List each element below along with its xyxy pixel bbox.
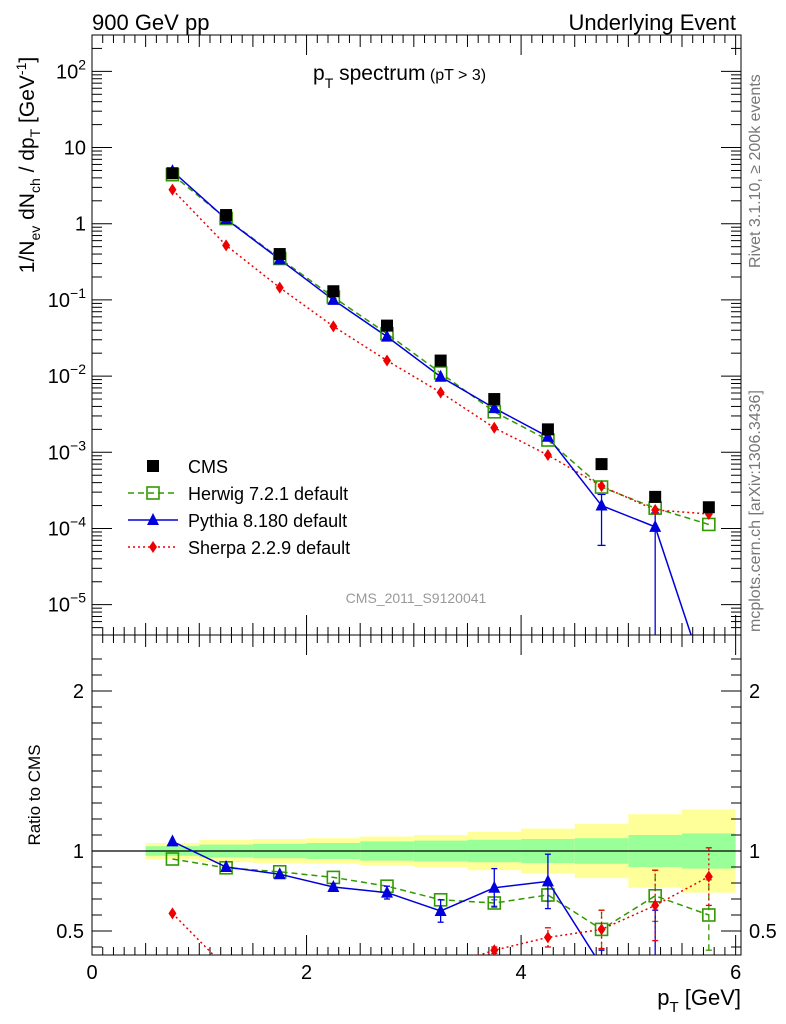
ratio-y-tick-label-right: 1 [749, 841, 760, 863]
x-tick-label: 2 [301, 962, 312, 984]
ratio-series [165, 834, 716, 955]
x-axis-label: pT [GeV] [657, 985, 741, 1016]
ratio-y-tick-label-right: 0.5 [749, 921, 777, 943]
ratio-point-pythia [434, 904, 447, 916]
ratio-point-herwig [702, 908, 716, 922]
ratio-point-sherpa [597, 923, 606, 936]
legend: CMS Herwig 7.2.1 default Pythia 8.180 defa… [128, 457, 350, 558]
data-point-cms [220, 209, 233, 222]
y-tick-label: 1 [75, 214, 86, 236]
data-point-sherpa [275, 281, 284, 294]
data-point-pythia [488, 401, 501, 414]
legend-label-cms: CMS [188, 457, 228, 477]
ratio-point-pythia [166, 834, 179, 847]
ratio-line-sherpa [171, 875, 710, 955]
data-point-sherpa [651, 503, 660, 516]
ratio-frame [91, 634, 742, 956]
series-line-pythia [171, 170, 692, 635]
legend-marker-herwig [146, 486, 160, 500]
ratio-point-herwig [165, 852, 180, 866]
data-point-cms [702, 501, 715, 514]
data-point-pythia [595, 498, 608, 511]
main-y-axis-label: 1/Nev dNch / dpT [GeV-1] [13, 57, 43, 273]
y-tick-label: 10−1 [48, 285, 86, 312]
mcplots-reference-label: mcplots.cern.ch [arXiv:1306.3436] [747, 390, 764, 632]
data-point-sherpa [222, 239, 231, 252]
ratio-point-pythia [381, 885, 393, 898]
ratio-line-pythia [172, 840, 596, 955]
legend-label-sherpa: Sherpa 2.2.9 default [188, 538, 350, 558]
data-point-sherpa [490, 421, 499, 434]
legend-marker-sherpa [149, 541, 157, 553]
ratio-point-sherpa [543, 931, 552, 944]
ratio-point-pythia [488, 880, 501, 893]
data-point-cms [166, 167, 179, 180]
data-point-sherpa [436, 386, 445, 399]
legend-label-herwig: Herwig 7.2.1 default [188, 484, 348, 504]
data-point-cms [434, 354, 447, 367]
ratio-point-pythia [327, 880, 340, 892]
ratio-y-axis-label: Ratio to CMS [25, 744, 44, 845]
data-point-pythia [327, 292, 340, 305]
ratio-point-sherpa [490, 944, 499, 955]
analysis-id-label: CMS_2011_S9120041 [346, 590, 487, 606]
ratio-point-pythia [220, 860, 233, 872]
data-point-cms [273, 248, 286, 261]
y-tick-label: 10−3 [48, 437, 86, 464]
legend-marker-cms [147, 460, 159, 472]
data-point-pythia [434, 369, 447, 382]
x-tick-label: 0 [86, 962, 97, 984]
series-line-herwig [171, 174, 710, 526]
main-panel [91, 34, 742, 636]
data-point-cms [541, 423, 554, 436]
data-point-cms [595, 458, 608, 471]
ratio-point-pythia [273, 867, 286, 880]
data-point-pythia [381, 329, 393, 342]
data-point-cms [381, 319, 393, 332]
legend-marker-pythia [147, 513, 159, 525]
y-tick-label: 10 [64, 138, 86, 160]
data-point-pythia [649, 519, 662, 532]
data-point-cms [488, 393, 501, 406]
chart-text: 10−5 10−4 10−3 10−2 10−1 1 10 102 0 2 4 6 0.5 0.5 1 1 2 2… [13, 56, 777, 1016]
ratio-y-tick-label: 1 [73, 841, 84, 863]
data-point-sherpa [543, 449, 552, 462]
data-point-sherpa [597, 480, 606, 493]
data-point-sherpa [329, 320, 338, 333]
data-point-sherpa [168, 183, 177, 196]
ratio-point-sherpa [704, 870, 713, 883]
data-point-cms [649, 490, 662, 503]
data-point-cms [327, 285, 340, 298]
ratio-y-tick-label-right: 2 [749, 681, 760, 703]
data-point-sherpa [383, 354, 391, 367]
y-tick-label: 10−5 [48, 590, 86, 617]
ratio-y-tick-label: 2 [73, 681, 84, 703]
y-tick-label: 10−4 [48, 513, 86, 540]
rivet-version-label: Rivet 3.1.10, ≥ 200k events [747, 74, 764, 268]
ratio-panel [91, 634, 742, 956]
header-right-label: Underlying Event [568, 10, 736, 35]
main-series [165, 164, 716, 635]
x-tick-label: 6 [730, 962, 741, 984]
ratio-point-sherpa [168, 907, 177, 920]
ratio-point-pythia [541, 874, 554, 887]
chart-title: pT spectrum (pT > 3) [313, 62, 486, 91]
header-left-label: 900 GeV pp [92, 10, 210, 35]
y-tick-label: 10−2 [48, 361, 86, 388]
ratio-y-tick-label: 0.5 [56, 921, 84, 943]
legend-label-pythia: Pythia 8.180 default [188, 511, 347, 531]
data-point-pythia [541, 429, 554, 442]
x-tick-label: 4 [516, 962, 527, 984]
ratio-point-sherpa [651, 899, 660, 912]
y-tick-label: 102 [56, 56, 86, 83]
